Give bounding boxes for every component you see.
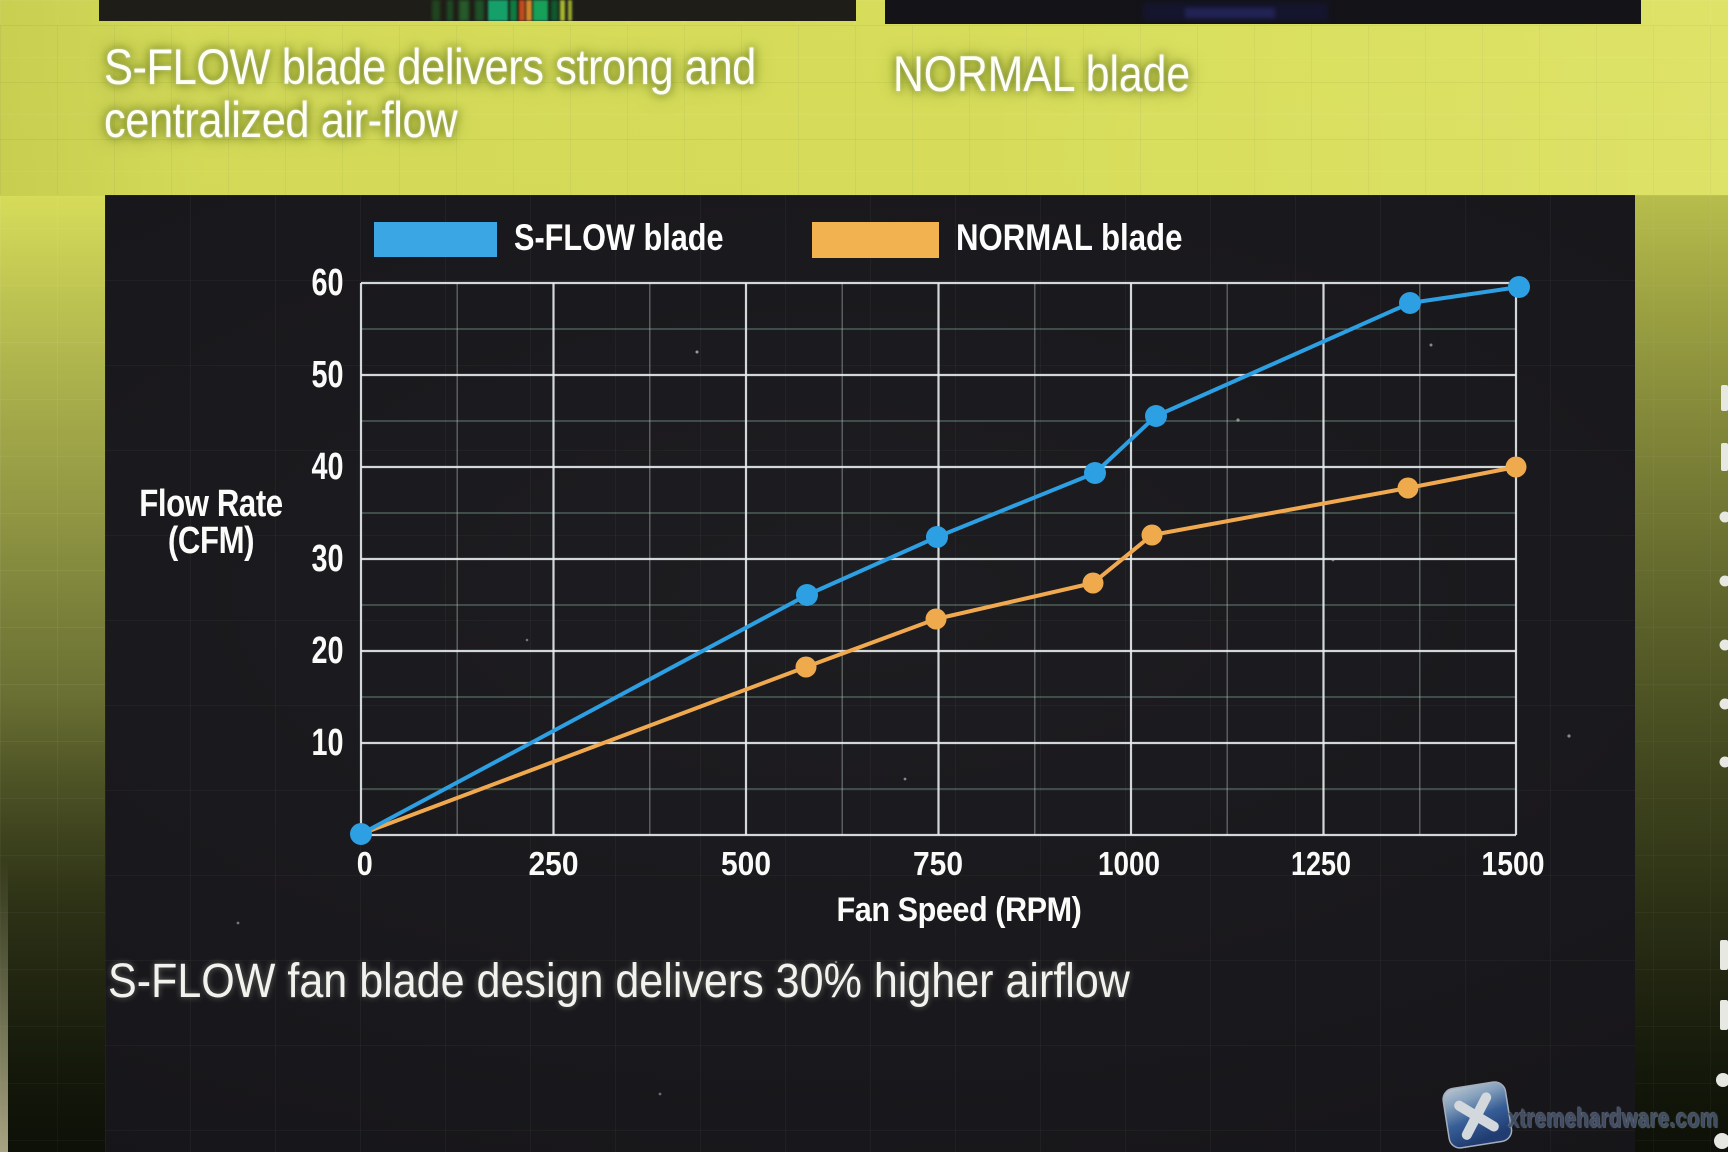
svg-text:1250: 1250 [1291,845,1351,882]
svg-text:40: 40 [312,446,344,488]
svg-text:20: 20 [312,630,344,672]
svg-text:60: 60 [312,262,344,304]
svg-text:10: 10 [312,722,344,764]
svg-text:500: 500 [721,845,771,882]
svg-text:50: 50 [312,354,344,396]
svg-text:0: 0 [357,845,373,882]
svg-text:250: 250 [529,845,579,882]
svg-text:750: 750 [913,845,963,882]
svg-text:1000: 1000 [1098,845,1160,882]
svg-text:30: 30 [312,538,344,580]
svg-text:1500: 1500 [1482,845,1545,882]
